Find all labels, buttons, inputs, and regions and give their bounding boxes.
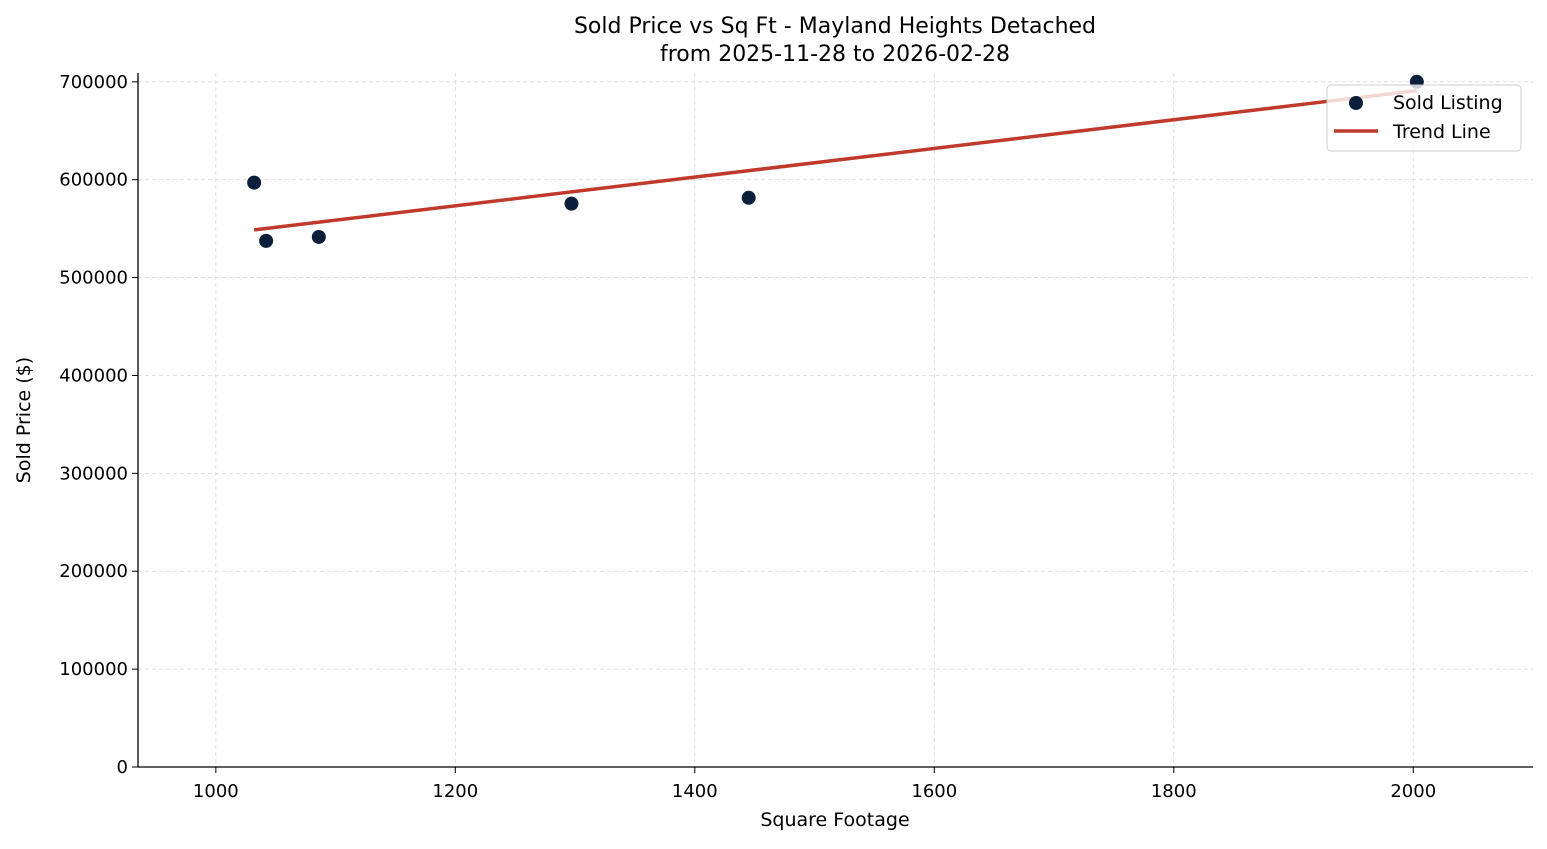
- y-tick-label: 500000: [59, 268, 128, 289]
- x-tick-label: 2000: [1390, 781, 1436, 802]
- y-tick-label: 0: [117, 757, 128, 778]
- chart-title: Sold Price vs Sq Ft - Mayland Heights De…: [574, 14, 1096, 39]
- x-tick-label: 1000: [193, 781, 239, 802]
- y-tick-label: 600000: [59, 170, 128, 191]
- y-axis-label: Sold Price ($): [13, 357, 35, 483]
- legend-label-sold-listing: Sold Listing: [1393, 92, 1503, 114]
- data-point: [247, 175, 262, 190]
- x-tick-label: 1400: [672, 781, 718, 802]
- legend-label-trend-line: Trend Line: [1392, 121, 1491, 143]
- legend: Sold Listing Trend Line: [1326, 84, 1522, 152]
- grid: [138, 73, 1533, 768]
- legend-marker-sold-listing: [1349, 96, 1363, 110]
- data-point: [311, 229, 326, 244]
- data-point: [564, 196, 579, 211]
- x-tick-label: 1200: [432, 781, 478, 802]
- x-axis-label: Square Footage: [760, 809, 909, 831]
- data-point: [259, 233, 274, 248]
- legend-box: [1326, 84, 1522, 152]
- x-tick-label: 1600: [911, 781, 957, 802]
- y-tick-label: 400000: [59, 365, 128, 386]
- chart-subtitle: from 2025-11-28 to 2026-02-28: [660, 42, 1010, 67]
- y-tick-label: 700000: [59, 72, 128, 93]
- trend-line: [253, 88, 1418, 232]
- y-tick-label: 100000: [59, 659, 128, 680]
- ticks: 1000 1200 1400 1600 1800 2000 0 100000 200000 300…: [59, 72, 1436, 802]
- x-tick-label: 1800: [1151, 781, 1197, 802]
- y-tick-label: 200000: [59, 561, 128, 582]
- data-point: [741, 190, 756, 205]
- y-tick-label: 300000: [59, 463, 128, 484]
- marks: [247, 74, 1424, 248]
